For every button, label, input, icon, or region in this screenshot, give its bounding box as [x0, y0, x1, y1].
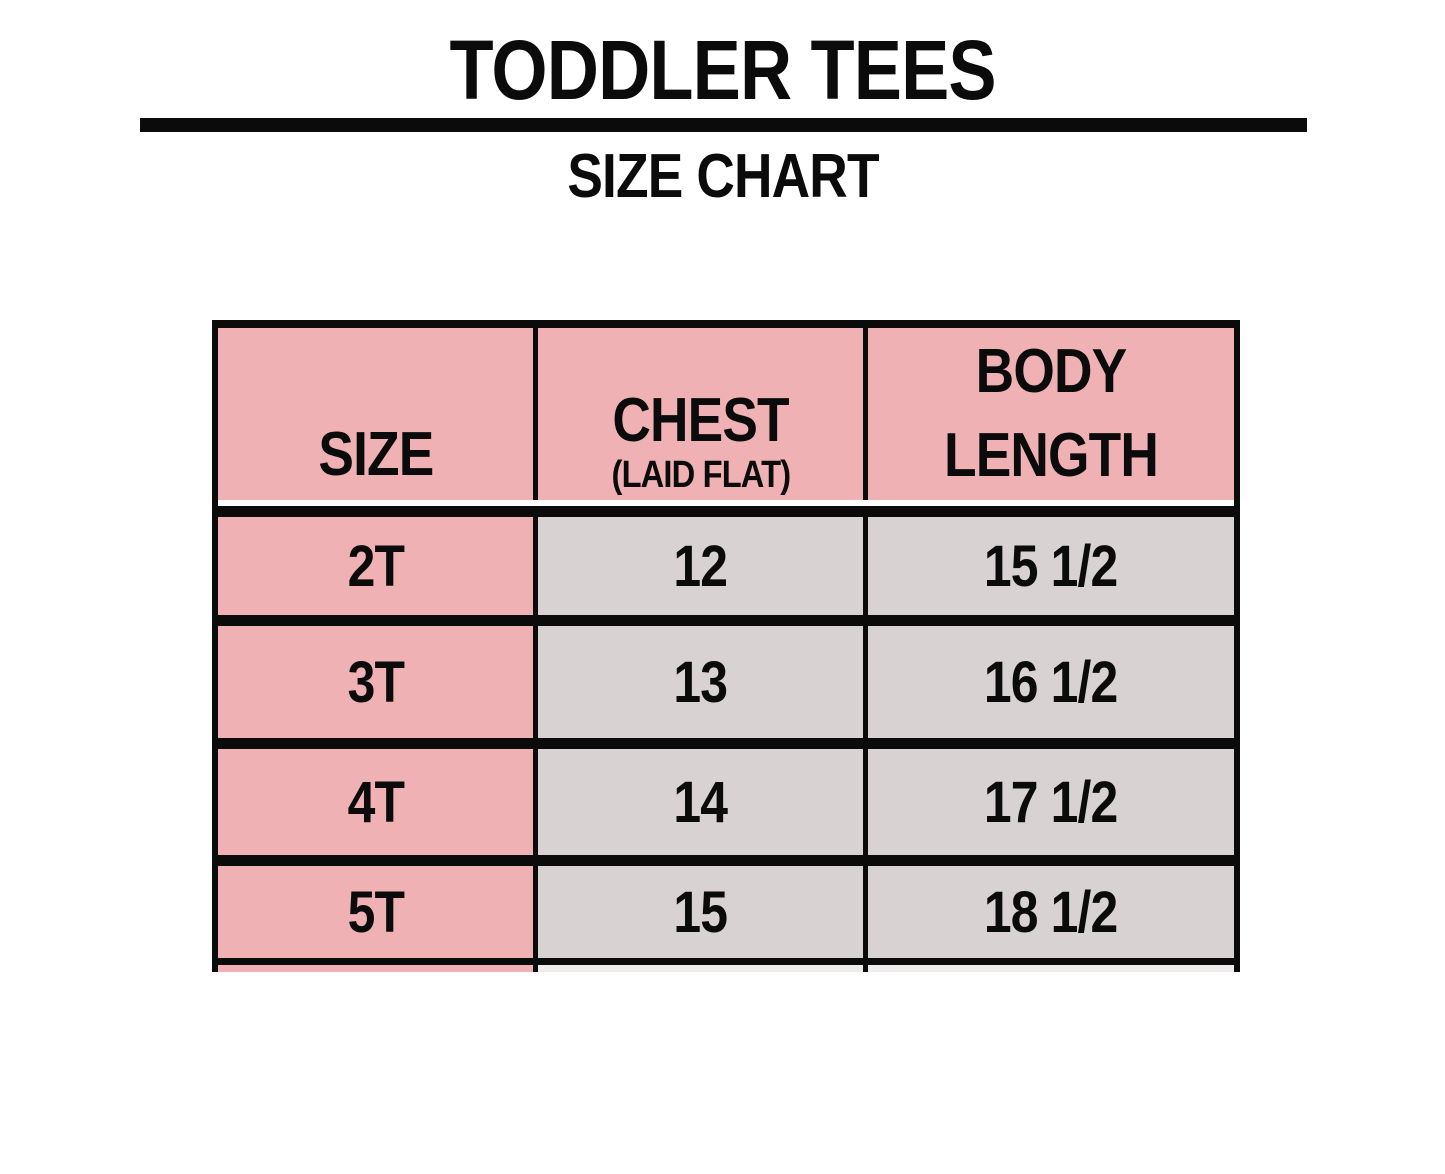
title-divider [140, 118, 1307, 132]
cutoff-row-sliver [218, 965, 1234, 972]
header-cell-chest: CHEST (LAID FLAT) [538, 328, 863, 500]
column-divider [863, 328, 868, 500]
page-subtitle-text: SIZE CHART [566, 142, 879, 211]
column-divider [863, 965, 868, 972]
body-length-value: 16 1/2 [984, 649, 1118, 715]
row-divider [218, 738, 1234, 749]
header-body-length-label: BODY LENGTH [943, 337, 1159, 490]
row-divider [218, 615, 1234, 626]
table-row: 3T 13 16 1/2 [218, 626, 1234, 738]
size-value: 3T [347, 649, 404, 715]
cell-size: 5T [218, 866, 533, 958]
column-divider [533, 517, 538, 615]
table-row: 2T 12 15 1/2 [218, 517, 1234, 615]
cutoff-cell [868, 965, 1234, 972]
header-chest-label: CHEST [612, 386, 789, 455]
cell-body-length: 17 1/2 [868, 749, 1234, 855]
page-title: TODDLER TEES [0, 28, 1445, 112]
size-value: 5T [347, 879, 404, 945]
table-header-row: SIZE CHEST (LAID FLAT) BODY LENGTH [218, 328, 1234, 500]
header-white-gap [218, 500, 1234, 506]
table-row: 5T 15 18 1/2 [218, 866, 1234, 958]
table-row: 4T 14 17 1/2 [218, 749, 1234, 855]
chest-value: 13 [673, 649, 729, 715]
header-chest-stack: CHEST (LAID FLAT) [597, 386, 805, 496]
page-title-text: TODDLER TEES [449, 23, 996, 117]
cell-size: 4T [218, 749, 533, 855]
cutoff-cell [218, 965, 533, 972]
cell-body-length: 16 1/2 [868, 626, 1234, 738]
header-cell-size: SIZE [218, 328, 533, 500]
cell-size: 2T [218, 517, 533, 615]
size-value: 2T [347, 533, 404, 599]
cell-size: 3T [218, 626, 533, 738]
size-value: 4T [347, 769, 404, 835]
chest-value: 15 [673, 879, 729, 945]
cell-body-length: 15 1/2 [868, 517, 1234, 615]
column-divider [533, 328, 538, 500]
cell-chest: 14 [538, 749, 863, 855]
column-divider [863, 626, 868, 738]
body-length-value: 15 1/2 [984, 533, 1118, 599]
header-cell-body-length: BODY LENGTH [868, 328, 1234, 500]
header-chest-sublabel: (LAID FLAT) [611, 454, 791, 496]
header-size-label: SIZE [317, 420, 434, 489]
size-chart-table: SIZE CHEST (LAID FLAT) BODY LENGTH 2T 12… [212, 320, 1240, 972]
chest-value: 14 [673, 769, 729, 835]
chest-value: 12 [673, 533, 729, 599]
column-divider [863, 517, 868, 615]
column-divider [863, 866, 868, 958]
body-length-value: 18 1/2 [984, 879, 1118, 945]
column-divider [533, 866, 538, 958]
row-divider [218, 506, 1234, 517]
body-length-value: 17 1/2 [984, 769, 1118, 835]
table-bottom-border [218, 958, 1234, 965]
cutoff-cell [538, 965, 863, 972]
column-divider [533, 626, 538, 738]
cell-chest: 12 [538, 517, 863, 615]
cell-chest: 13 [538, 626, 863, 738]
page-subtitle: SIZE CHART [0, 146, 1445, 208]
cell-chest: 15 [538, 866, 863, 958]
column-divider [533, 965, 538, 972]
cell-body-length: 18 1/2 [868, 866, 1234, 958]
column-divider [533, 749, 538, 855]
row-divider [218, 855, 1234, 866]
column-divider [863, 749, 868, 855]
